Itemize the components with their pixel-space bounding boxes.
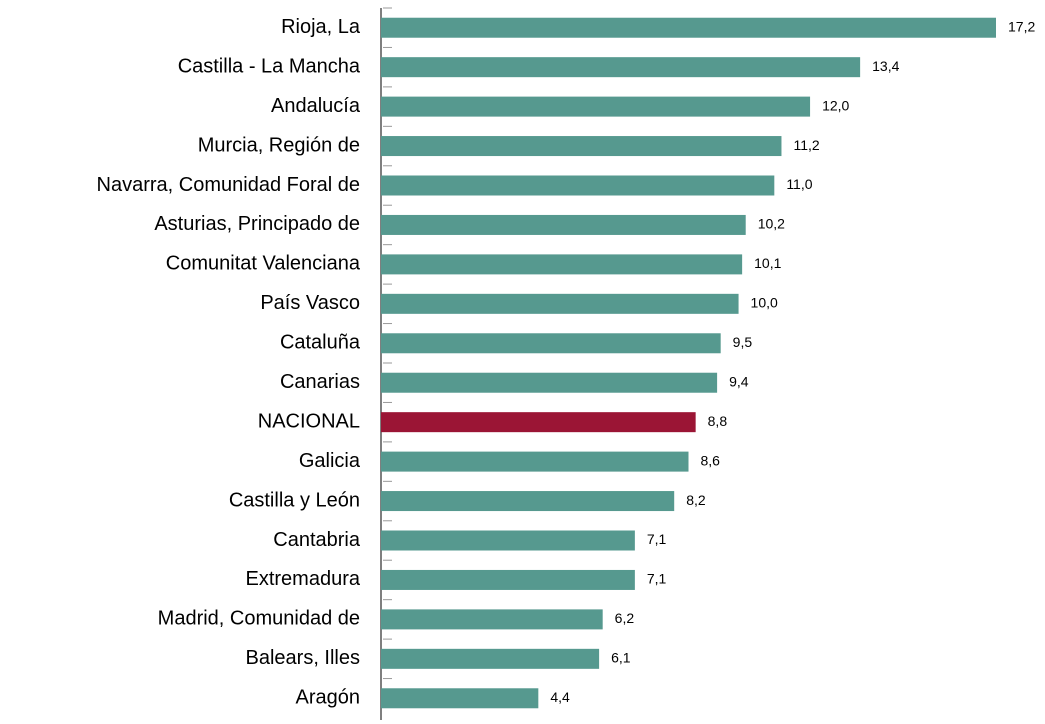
category-label: Madrid, Comunidad de xyxy=(158,608,360,630)
bar xyxy=(381,17,996,38)
bar xyxy=(381,451,689,472)
value-label: 8,6 xyxy=(701,452,721,468)
value-label: 10,0 xyxy=(751,295,778,311)
value-label: 6,2 xyxy=(615,610,635,626)
value-label: 8,8 xyxy=(708,413,728,429)
bar xyxy=(381,175,775,196)
bar xyxy=(381,57,861,78)
bar xyxy=(381,569,635,590)
bar xyxy=(381,648,600,669)
value-label: 13,4 xyxy=(872,58,899,74)
category-label: Cantabria xyxy=(273,529,361,551)
bar xyxy=(381,136,782,157)
category-label: Asturias, Principado de xyxy=(154,213,360,235)
category-label: Cataluña xyxy=(280,332,361,354)
value-label: 11,2 xyxy=(793,137,819,153)
bar xyxy=(381,214,746,235)
value-label: 9,5 xyxy=(733,334,753,350)
bar xyxy=(381,530,635,551)
bar xyxy=(381,96,811,117)
value-label: 12,0 xyxy=(822,97,849,113)
category-label: Galicia xyxy=(299,450,361,472)
category-label: Rioja, La xyxy=(281,16,361,38)
category-label: Andalucía xyxy=(271,95,361,117)
value-label: 10,1 xyxy=(754,255,781,271)
bar xyxy=(381,609,603,630)
bar xyxy=(381,491,675,512)
category-label: Comunitat Valenciana xyxy=(166,253,361,275)
category-label: NACIONAL xyxy=(258,410,360,432)
bar xyxy=(381,293,739,314)
bar xyxy=(381,372,718,393)
value-label: 6,1 xyxy=(611,650,631,666)
value-label: 11,0 xyxy=(786,176,812,192)
bar xyxy=(381,333,721,354)
bar xyxy=(381,688,539,709)
bar xyxy=(381,254,743,275)
category-label: Navarra, Comunidad Foral de xyxy=(97,174,360,196)
category-label: Canarias xyxy=(280,371,360,393)
category-label: Castilla y León xyxy=(229,489,360,511)
value-label: 4,4 xyxy=(550,689,570,705)
bar xyxy=(381,412,696,433)
category-label: Extremadura xyxy=(246,568,361,590)
value-label: 17,2 xyxy=(1008,18,1035,34)
category-label: País Vasco xyxy=(260,292,360,314)
value-label: 7,1 xyxy=(647,571,667,587)
category-label: Murcia, Región de xyxy=(198,134,360,156)
value-label: 7,1 xyxy=(647,531,667,547)
category-label: Aragón xyxy=(296,687,361,709)
category-label: Castilla - La Mancha xyxy=(178,55,361,77)
category-label: Balears, Illes xyxy=(246,647,361,669)
value-label: 8,2 xyxy=(686,492,706,508)
value-label: 10,2 xyxy=(758,216,785,232)
value-label: 9,4 xyxy=(729,373,749,389)
